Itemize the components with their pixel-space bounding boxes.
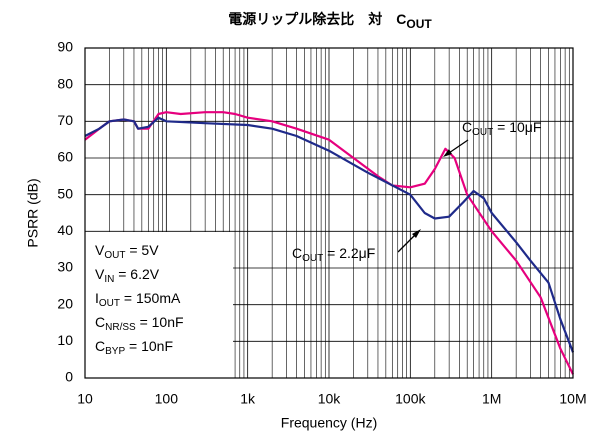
text-part: = 6.2V [114, 266, 159, 282]
y-axis-label: PSRR (dB) [25, 178, 41, 247]
condition: VOUT = 5V [95, 242, 159, 261]
x-tick-label: 100k [395, 391, 426, 407]
text-part: BYP [105, 346, 125, 357]
text-part: = 10nF [125, 338, 173, 354]
x-tick-label: 10 [77, 391, 93, 407]
x-tick-label: 1M [482, 391, 501, 407]
y-tick-label: 60 [57, 149, 73, 165]
text-part: = 5V [125, 242, 159, 258]
x-tick-label: 10k [318, 391, 342, 407]
text-part: NR/SS [105, 322, 136, 333]
condition: VIN = 6.2V [95, 266, 160, 285]
text-part: 電源リップル除去比 対 C [228, 11, 406, 27]
series-label: COUT = 2.2μF [292, 245, 375, 264]
text-part: C [292, 245, 302, 261]
y-tick-label: 30 [57, 259, 73, 275]
text-part: C [95, 314, 105, 330]
text-part: V [95, 266, 105, 282]
text-part: = 10nF [136, 314, 184, 330]
lines [84, 111, 575, 375]
text-part: V [95, 242, 105, 258]
series-label: COUT = 10μF [462, 119, 541, 138]
text-part: OUT [302, 253, 323, 264]
y-tick-label: 90 [57, 39, 73, 55]
arrow-head [443, 149, 452, 157]
conditions-box [85, 232, 233, 378]
x-tick-label: 1k [240, 391, 256, 407]
text-part: IN [104, 274, 114, 285]
x-axis-label: Frequency (Hz) [281, 415, 377, 431]
text-part: OUT [104, 250, 125, 261]
chart-title: 電源リップル除去比 対 COUT [228, 11, 432, 32]
y-tick-label: 20 [57, 295, 73, 311]
condition: CNR/SS = 10nF [95, 314, 184, 333]
text-part: = 10μF [493, 119, 541, 135]
series-line [84, 116, 575, 353]
text-part: C [462, 119, 472, 135]
y-tick-label: 80 [57, 75, 73, 91]
text-part: = 2.2μF [323, 245, 375, 261]
text-part: OUT [99, 298, 120, 309]
text-part: C [95, 338, 105, 354]
text-part: = 150mA [120, 290, 181, 306]
x-tick-label: 10M [559, 391, 586, 407]
text-part: I [95, 290, 99, 306]
y-tick-label: 50 [57, 185, 73, 201]
condition: CBYP = 10nF [95, 338, 173, 357]
y-tick-label: 0 [65, 369, 73, 385]
y-tick-label: 10 [57, 332, 73, 348]
plot-frame [84, 47, 574, 379]
y-tick-label: 70 [57, 112, 73, 128]
x-tick-label: 100 [155, 391, 179, 407]
arrow-head [412, 229, 421, 238]
condition: IOUT = 150mA [95, 290, 181, 309]
y-tick-label: 40 [57, 222, 73, 238]
text-part: OUT [472, 127, 493, 138]
text-part: OUT [406, 17, 432, 31]
